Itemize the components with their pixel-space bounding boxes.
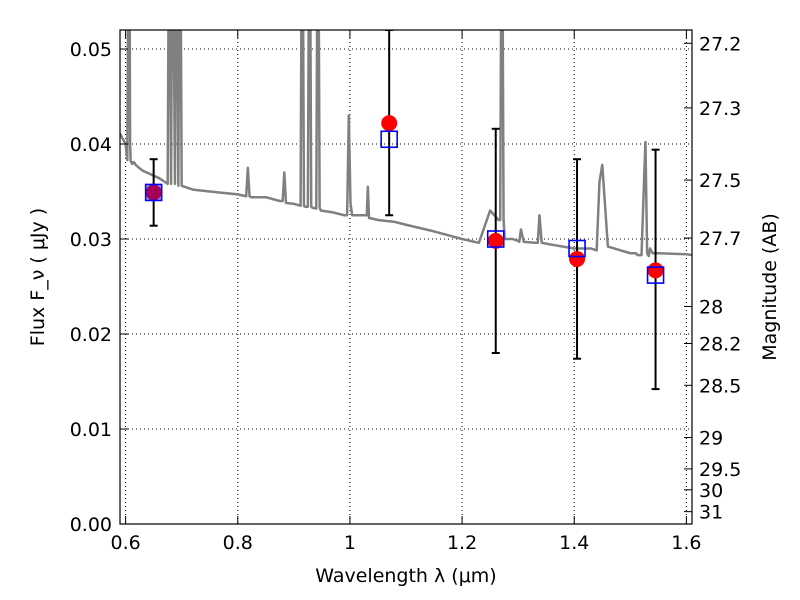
x-axis-title: Wavelength λ (μm) xyxy=(315,565,496,587)
model-band-overlap-fill xyxy=(145,184,162,201)
model-band-square xyxy=(486,230,505,248)
error-bars xyxy=(149,30,660,391)
right-tick-label: 28.5 xyxy=(699,375,741,397)
y-tick-label: 0.05 xyxy=(70,39,112,61)
y-tick-label: 0.03 xyxy=(70,229,112,251)
y-tick-label: 0.01 xyxy=(70,419,112,441)
observed-point xyxy=(647,262,664,279)
model-band-square xyxy=(568,239,586,258)
right-tick-label: 29.5 xyxy=(699,459,741,481)
right-tick-label: 27.5 xyxy=(699,170,741,192)
right-tick-label: 29 xyxy=(699,428,723,450)
x-tick-label: 0.8 xyxy=(223,532,253,554)
right-tick-label: 28.2 xyxy=(699,334,741,356)
right-tick-label: 27.3 xyxy=(699,98,741,120)
x-tick-label: 1 xyxy=(344,532,356,554)
observed-point xyxy=(487,232,504,249)
observed-point xyxy=(145,184,162,201)
y-tick-label: 0.04 xyxy=(70,134,112,156)
right-tick-label: 27.7 xyxy=(699,228,741,250)
model-spectrum-line xyxy=(120,30,692,258)
model-band-square xyxy=(646,266,665,284)
grid-lines xyxy=(120,30,692,525)
axes-frame xyxy=(119,29,693,525)
y-tick-label: 0.02 xyxy=(70,324,112,346)
x-tick-label: 1.6 xyxy=(671,532,701,554)
right-tick-label: 28 xyxy=(699,296,723,318)
right-tick-label: 30 xyxy=(699,480,723,502)
x-tick-label: 1.2 xyxy=(447,532,477,554)
y-axis-title: Flux F_ν ( μJy ) xyxy=(27,208,49,346)
model-band-square xyxy=(144,183,163,202)
right-tick-label: 31 xyxy=(699,502,723,524)
right-tick-label: 27.2 xyxy=(699,33,741,55)
observed-point xyxy=(569,250,586,267)
x-tick-label: 1.4 xyxy=(559,532,589,554)
x-tick-label: 0.6 xyxy=(110,532,140,554)
right-axis-title: Magnitude (AB) xyxy=(759,213,781,361)
y-tick-label: 0.00 xyxy=(70,514,112,536)
model-band-square xyxy=(380,130,398,149)
observed-point xyxy=(381,115,398,132)
